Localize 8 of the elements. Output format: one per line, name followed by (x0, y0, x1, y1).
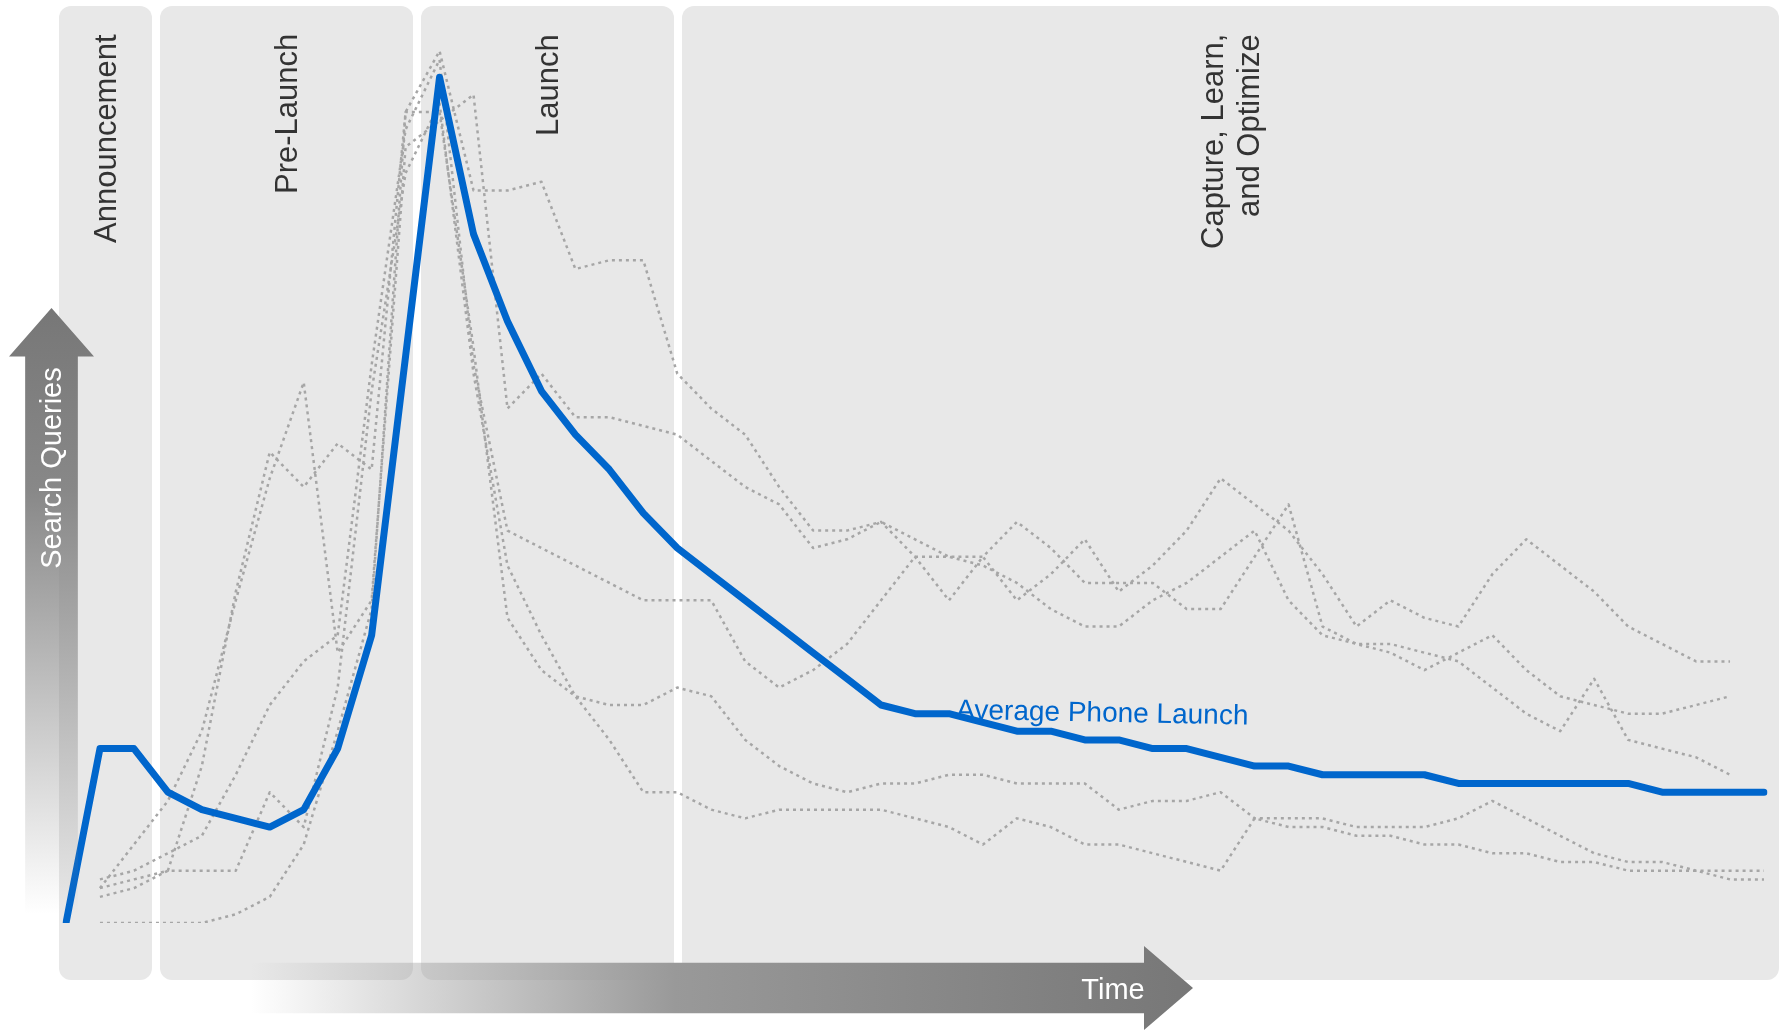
annotation: Launch (529, 34, 566, 138)
phase-panel: Launch (421, 6, 674, 980)
x-axis-title: Time (1081, 972, 1145, 1006)
annotation: Announcement (87, 34, 124, 245)
annotation: Capture, Learn, and Optimize (1194, 34, 1267, 252)
series-label: Average Phone Launch (955, 693, 1249, 731)
annotation: Pre-Launch (268, 34, 305, 197)
phase-panel: Pre-Launch (160, 6, 413, 980)
